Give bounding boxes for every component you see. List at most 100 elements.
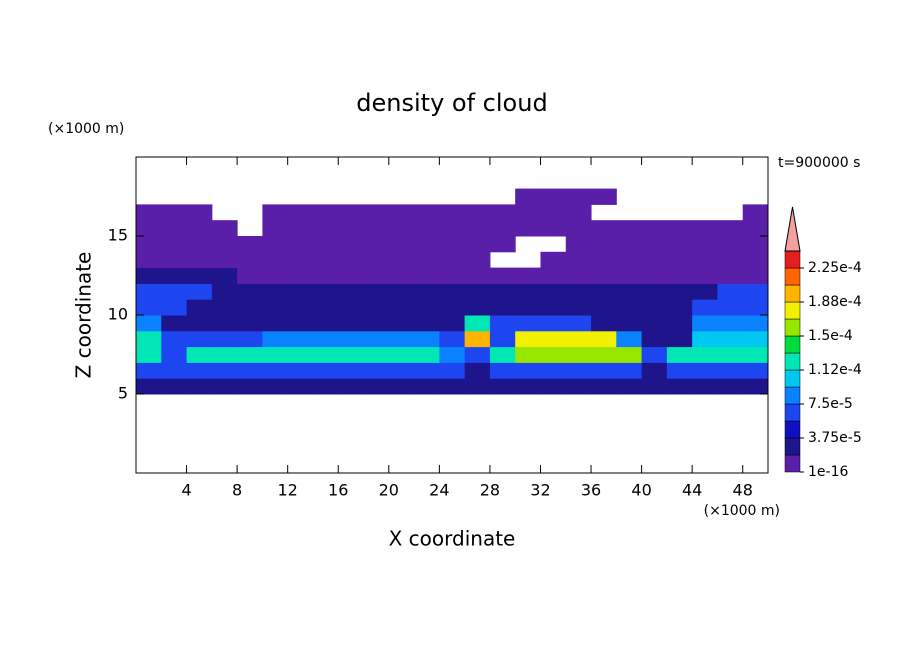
contour-cell	[464, 330, 491, 348]
x-tick-label: 8	[232, 481, 242, 500]
contour-cell	[136, 346, 162, 363]
contour-cell	[211, 236, 238, 253]
x-tick-label: 32	[530, 481, 550, 500]
contour-cell	[717, 330, 744, 348]
contour-cell	[439, 330, 466, 348]
contour-cell	[540, 346, 567, 363]
contour-cell	[262, 362, 289, 379]
contour-cell	[211, 251, 238, 269]
contour-cell	[136, 236, 162, 253]
contour-cell	[616, 299, 643, 316]
contour-cell	[464, 315, 491, 332]
contour-cell	[641, 251, 668, 269]
contour-cell	[237, 283, 263, 300]
contour-cell	[489, 362, 516, 379]
contour-cell	[666, 236, 693, 253]
colorbar-tick-label: 1.88e-4	[808, 294, 862, 310]
contour-cell	[439, 346, 466, 363]
contour-cell	[211, 378, 238, 395]
contour-cell	[262, 236, 289, 253]
contour-cell	[363, 299, 390, 316]
contour-cell	[312, 204, 339, 221]
contour-cell	[641, 362, 668, 379]
contour-cell	[717, 378, 744, 395]
contour-cell	[591, 362, 617, 379]
x-tick-label: 28	[480, 481, 500, 500]
contour-cell	[262, 315, 289, 332]
contour-cell	[591, 315, 617, 332]
contour-cell	[464, 362, 491, 379]
contour-cell	[161, 330, 188, 348]
colorbar-tick-label: 1e-16	[808, 464, 848, 480]
contour-cell	[287, 236, 314, 253]
contour-cell	[388, 204, 415, 221]
contour-cell	[287, 362, 314, 379]
contour-cell	[414, 346, 440, 363]
y-unit: (×1000 m)	[48, 121, 124, 137]
contour-cell	[237, 330, 263, 348]
contour-cell	[742, 330, 769, 348]
contour-cell	[363, 346, 390, 363]
contour-cell	[717, 267, 744, 284]
contour-cell	[692, 236, 718, 253]
contour-cell	[338, 346, 365, 363]
colorbar-band	[784, 335, 801, 354]
colorbar-band	[784, 318, 801, 337]
contour-cell	[515, 267, 541, 284]
contour-cell	[388, 283, 415, 300]
contour-cell	[742, 362, 769, 379]
contour-cell	[591, 283, 617, 300]
contour-cell	[489, 204, 516, 221]
contour-cell	[692, 299, 718, 316]
contour-cell	[338, 330, 365, 348]
x-tick-label: 12	[278, 481, 298, 500]
colorbar-band	[784, 369, 801, 388]
contour-cell	[489, 378, 516, 395]
contour-cell	[388, 236, 415, 253]
contour-cell	[616, 362, 643, 379]
contour-cell	[616, 283, 643, 300]
contour-cell	[262, 220, 289, 237]
contour-cell	[591, 299, 617, 316]
contour-cell	[742, 251, 769, 269]
y-tick-label: 5	[118, 384, 128, 403]
contour-cell	[439, 378, 466, 395]
contour-cell	[338, 236, 365, 253]
contour-cell	[742, 283, 769, 300]
contour-cell	[515, 299, 541, 316]
contour-cell	[540, 299, 567, 316]
contour-cell	[262, 330, 289, 348]
contour-cell	[565, 362, 592, 379]
contour-cell	[363, 204, 390, 221]
contour-cell	[565, 188, 592, 205]
contour-cell	[161, 267, 188, 284]
contour-cell	[641, 378, 668, 395]
contour-cell	[616, 220, 643, 237]
contour-cell	[388, 267, 415, 284]
x-unit: (×1000 m)	[704, 503, 780, 519]
contour-cell	[262, 204, 289, 221]
contour-cell	[136, 204, 162, 221]
contour-cell	[464, 220, 491, 237]
contour-cell	[641, 220, 668, 237]
contour-cell	[363, 220, 390, 237]
contour-cell	[237, 378, 263, 395]
contour-cell	[565, 330, 592, 348]
contour-cell	[136, 299, 162, 316]
contour-cell	[515, 188, 541, 205]
contour-cell	[262, 378, 289, 395]
colorbar-band	[784, 301, 801, 320]
contour-cell	[312, 283, 339, 300]
contour-cell	[742, 267, 769, 284]
contour-cell	[717, 283, 744, 300]
contour-cell	[186, 204, 213, 221]
contour-cell	[388, 362, 415, 379]
contour-cell	[312, 346, 339, 363]
contour-cell	[540, 220, 567, 237]
colorbar-band	[784, 386, 801, 405]
contour-cell	[338, 315, 365, 332]
contour-cell	[591, 267, 617, 284]
contour-cell	[312, 378, 339, 395]
contour-cell	[186, 346, 213, 363]
